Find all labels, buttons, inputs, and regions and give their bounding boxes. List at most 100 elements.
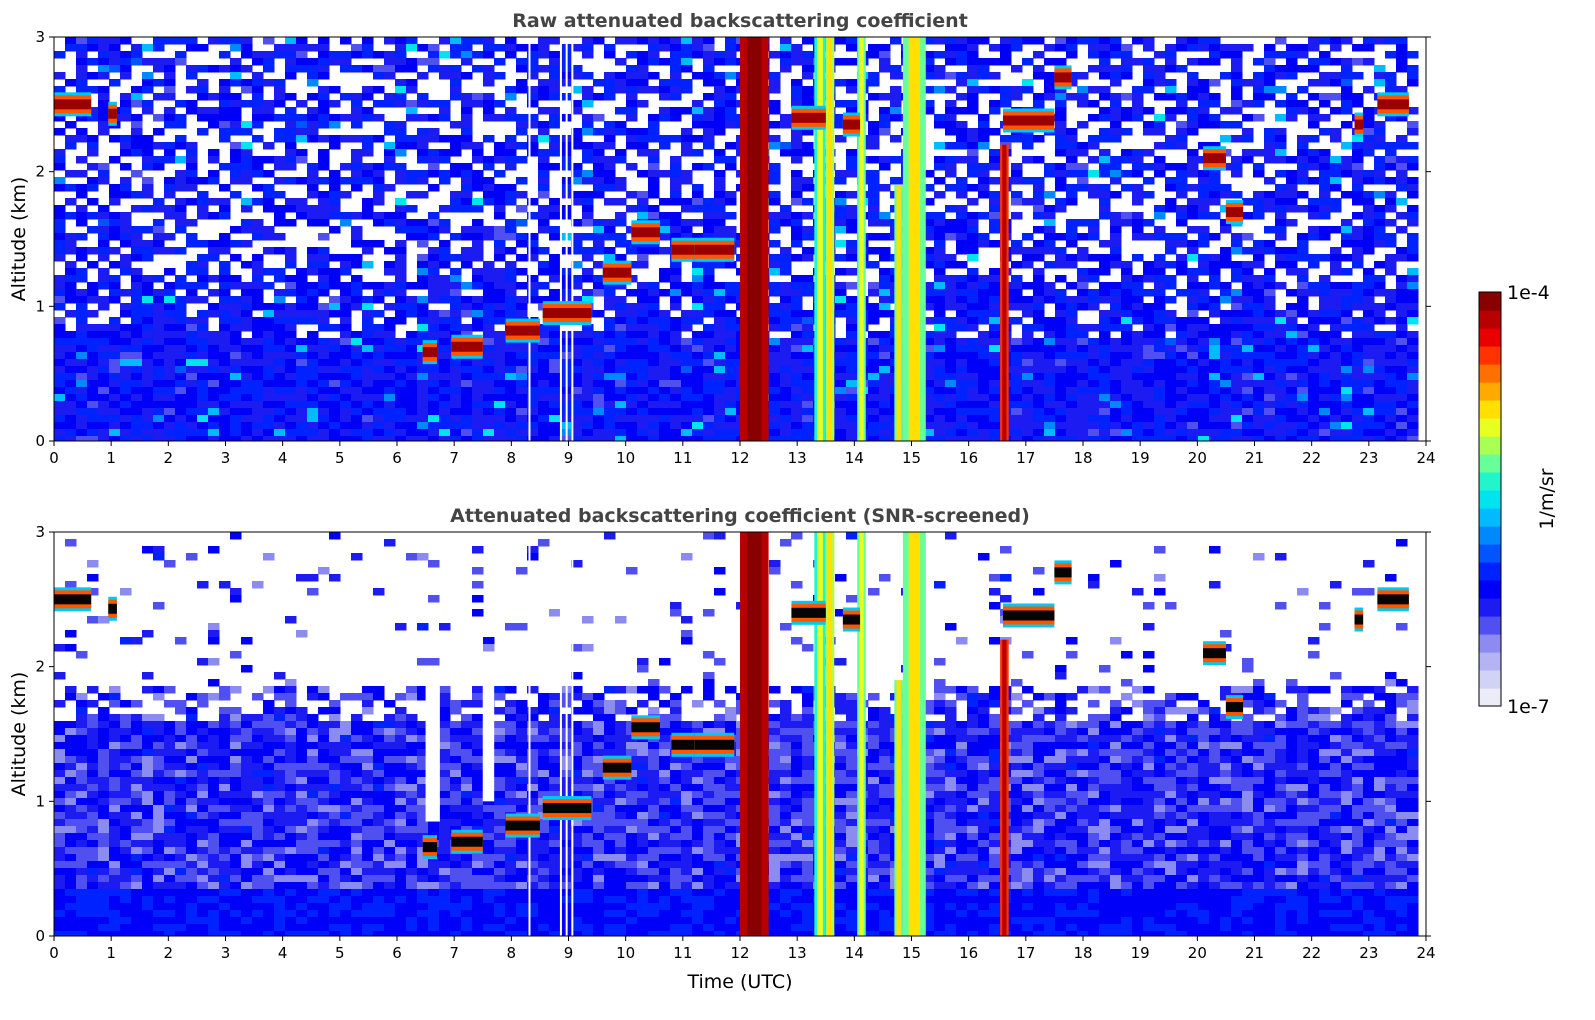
noise-cell <box>1154 422 1166 430</box>
noise-cell <box>1264 177 1276 185</box>
noise-cell <box>846 156 858 164</box>
noise-cell <box>604 254 616 262</box>
noise-cell <box>571 163 583 171</box>
noise-cell <box>373 387 385 395</box>
noise-cell <box>802 373 814 381</box>
noise-cell <box>1209 170 1221 178</box>
noise-cell <box>318 422 330 430</box>
noise-cell <box>395 205 407 213</box>
noise-cell <box>582 121 594 129</box>
noise-cell <box>1033 345 1045 353</box>
noise-cell <box>879 289 891 297</box>
noise-cell <box>1220 366 1232 374</box>
noise-cell <box>428 44 440 52</box>
noise-cell <box>395 268 407 276</box>
noise-cell <box>296 100 308 108</box>
noise-cell <box>1187 415 1199 423</box>
noise-cell <box>1055 317 1067 325</box>
noise-cell <box>252 380 264 388</box>
noise-cell <box>131 429 143 437</box>
noise-cell <box>505 156 517 164</box>
noise-cell <box>659 135 671 143</box>
noise-cell <box>670 317 682 325</box>
noise-cell <box>1088 429 1100 437</box>
noise-cell <box>538 401 550 409</box>
noise-cell <box>945 51 957 59</box>
noise-cell <box>791 275 803 283</box>
noise-cell <box>98 37 110 45</box>
noise-cell <box>1319 380 1331 388</box>
noise-cell <box>1033 282 1045 290</box>
noise-cell <box>516 394 528 402</box>
noise-cell <box>461 58 473 66</box>
noise-cell <box>648 177 660 185</box>
noise-cell <box>725 212 737 220</box>
noise-cell <box>208 359 220 367</box>
noise-cell <box>648 345 660 353</box>
noise-cell <box>219 65 231 73</box>
noise-cell <box>1319 114 1331 122</box>
noise-cell <box>1220 338 1232 346</box>
noise-cell <box>791 135 803 143</box>
noise-cell <box>934 352 946 360</box>
noise-cell <box>505 44 517 52</box>
noise-cell <box>571 345 583 353</box>
noise-cell <box>230 317 242 325</box>
noise-cell <box>1209 184 1221 192</box>
noise-cell <box>274 51 286 59</box>
noise-cell <box>472 170 484 178</box>
noise-cell <box>945 352 957 360</box>
noise-cell <box>494 338 506 346</box>
noise-cell <box>846 429 858 437</box>
noise-cell <box>604 352 616 360</box>
noise-cell <box>681 352 693 360</box>
noise-cell <box>1253 191 1265 199</box>
noise-cell <box>582 219 594 227</box>
noise-cell <box>505 142 517 150</box>
noise-cell <box>472 254 484 262</box>
noise-cell <box>1286 422 1298 430</box>
noise-cell <box>395 345 407 353</box>
noise-cell <box>406 303 418 311</box>
noise-cell <box>1264 79 1276 87</box>
noise-cell <box>1143 268 1155 276</box>
noise-cell <box>879 331 891 339</box>
noise-cell <box>1143 128 1155 136</box>
noise-cell <box>714 128 726 136</box>
noise-cell <box>604 226 616 234</box>
noise-cell <box>230 436 242 441</box>
noise-cell <box>1132 366 1144 374</box>
noise-cell <box>1132 114 1144 122</box>
noise-cell <box>285 142 297 150</box>
noise-cell <box>648 296 660 304</box>
noise-cell <box>197 422 209 430</box>
noise-cell <box>1286 107 1298 115</box>
noise-cell <box>626 142 638 150</box>
noise-cell <box>505 436 517 441</box>
noise-cell <box>175 212 187 220</box>
noise-cell <box>1033 177 1045 185</box>
noise-cell <box>1143 261 1155 269</box>
noise-cell <box>285 282 297 290</box>
noise-cell <box>868 79 880 87</box>
noise-cell <box>934 268 946 276</box>
noise-cell <box>98 58 110 66</box>
noise-cell <box>98 247 110 255</box>
noise-cell <box>406 401 418 409</box>
noise-cell <box>1088 366 1100 374</box>
noise-cell <box>934 401 946 409</box>
noise-cell <box>307 177 319 185</box>
noise-cell <box>648 394 660 402</box>
noise-cell <box>197 198 209 206</box>
noise-cell <box>1121 387 1133 395</box>
noise-cell <box>1264 436 1276 441</box>
noise-cell <box>1198 429 1210 437</box>
noise-cell <box>1033 422 1045 430</box>
noise-cell <box>780 205 792 213</box>
noise-cell <box>538 380 550 388</box>
noise-cell <box>175 296 187 304</box>
noise-cell <box>538 429 550 437</box>
noise-cell <box>54 422 66 430</box>
noise-cell <box>956 422 968 430</box>
noise-cell <box>527 198 539 206</box>
